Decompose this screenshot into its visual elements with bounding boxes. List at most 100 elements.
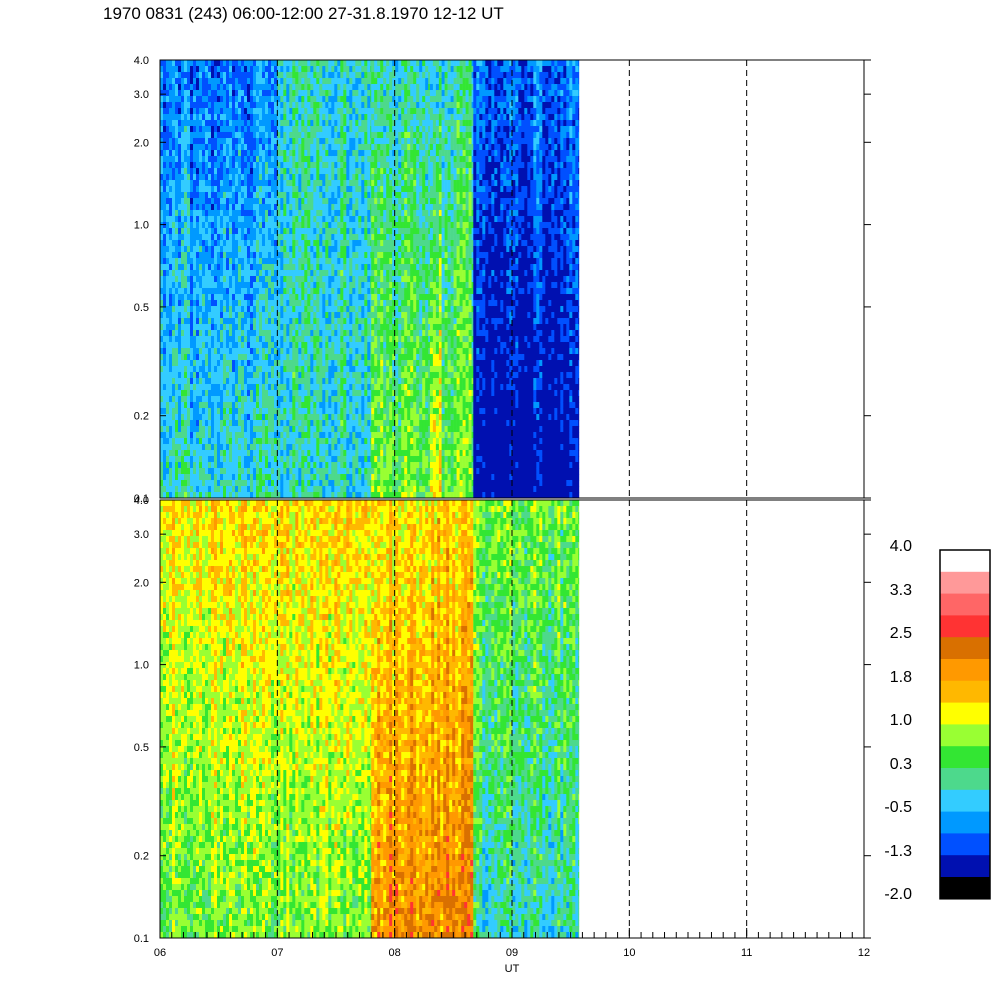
heatmap-cell xyxy=(247,336,250,342)
heatmap-cell xyxy=(286,180,289,186)
heatmap-cell xyxy=(190,378,193,384)
heatmap-cell xyxy=(295,228,298,234)
heatmap-cell xyxy=(355,444,358,450)
heatmap-cell xyxy=(355,222,358,228)
heatmap-cell xyxy=(223,294,226,300)
heatmap-cell xyxy=(289,210,292,216)
heatmap-cell xyxy=(244,102,247,108)
heatmap-cell xyxy=(247,168,250,174)
heatmap-cell xyxy=(178,324,181,330)
heatmap-cell xyxy=(325,66,328,72)
heatmap-cell xyxy=(304,108,307,114)
heatmap-cell xyxy=(229,396,232,402)
heatmap-cell xyxy=(256,492,259,498)
heatmap-cell xyxy=(250,60,253,66)
heatmap-cell xyxy=(298,150,301,156)
heatmap-cell xyxy=(235,396,238,402)
heatmap-cell xyxy=(334,96,337,102)
heatmap-cell xyxy=(250,114,253,120)
heatmap-cell xyxy=(169,360,172,366)
heatmap-cell xyxy=(235,126,238,132)
heatmap-cell xyxy=(295,474,298,480)
heatmap-cell xyxy=(226,360,229,366)
heatmap-cell xyxy=(193,288,196,294)
heatmap-cell xyxy=(295,234,298,240)
heatmap-cell xyxy=(352,126,355,132)
heatmap-cell xyxy=(223,252,226,258)
heatmap-cell xyxy=(307,342,310,348)
heatmap-cell xyxy=(319,360,322,366)
heatmap-cell xyxy=(172,414,175,420)
heatmap-cell xyxy=(175,372,178,378)
heatmap-cell xyxy=(226,210,229,216)
heatmap-cell xyxy=(217,90,220,96)
heatmap-cell xyxy=(208,288,211,294)
heatmap-cell xyxy=(316,84,319,90)
heatmap-cell xyxy=(244,168,247,174)
heatmap-cell xyxy=(178,192,181,198)
heatmap-cell xyxy=(274,72,277,78)
heatmap-cell xyxy=(181,108,184,114)
heatmap-cell xyxy=(298,342,301,348)
heatmap-cell xyxy=(361,156,364,162)
heatmap-cell xyxy=(310,306,313,312)
heatmap-cell xyxy=(193,366,196,372)
heatmap-cell xyxy=(340,396,343,402)
heatmap-cell xyxy=(313,492,316,498)
heatmap-cell xyxy=(301,126,304,132)
heatmap-cell xyxy=(322,360,325,366)
heatmap-cell xyxy=(178,468,181,474)
heatmap-cell xyxy=(190,432,193,438)
heatmap-cell xyxy=(331,240,334,246)
heatmap-cell xyxy=(310,180,313,186)
heatmap-cell xyxy=(214,168,217,174)
heatmap-cell xyxy=(223,354,226,360)
heatmap-cell xyxy=(229,96,232,102)
heatmap-cell xyxy=(226,216,229,222)
heatmap-cell xyxy=(262,90,265,96)
heatmap-cell xyxy=(211,210,214,216)
heatmap-cell xyxy=(304,348,307,354)
heatmap-cell xyxy=(169,198,172,204)
heatmap-cell xyxy=(283,456,286,462)
heatmap-cell xyxy=(313,432,316,438)
heatmap-cell xyxy=(175,234,178,240)
heatmap-cell xyxy=(340,294,343,300)
heatmap-cell xyxy=(358,462,361,468)
heatmap-cell xyxy=(286,444,289,450)
heatmap-cell xyxy=(292,150,295,156)
heatmap-cell xyxy=(322,228,325,234)
heatmap-cell xyxy=(268,480,271,486)
heatmap-cell xyxy=(265,426,268,432)
heatmap-cell xyxy=(292,372,295,378)
heatmap-cell xyxy=(268,390,271,396)
heatmap-cell xyxy=(343,450,346,456)
heatmap-cell xyxy=(286,78,289,84)
heatmap-cell xyxy=(169,318,172,324)
heatmap-cell xyxy=(193,426,196,432)
heatmap-cell xyxy=(304,330,307,336)
heatmap-cell xyxy=(169,312,172,318)
heatmap-cell xyxy=(316,252,319,258)
heatmap-cell xyxy=(184,492,187,498)
heatmap-cell xyxy=(253,90,256,96)
heatmap-cell xyxy=(319,228,322,234)
heatmap-cell xyxy=(163,156,166,162)
heatmap-cell xyxy=(331,114,334,120)
heatmap-cell xyxy=(181,276,184,282)
heatmap-cell xyxy=(193,324,196,330)
heatmap-cell xyxy=(319,252,322,258)
heatmap-cell xyxy=(346,342,349,348)
heatmap-cell xyxy=(289,246,292,252)
heatmap-cell xyxy=(172,120,175,126)
heatmap-cell xyxy=(250,192,253,198)
heatmap-cell xyxy=(304,228,307,234)
heatmap-cell xyxy=(262,66,265,72)
heatmap-cell xyxy=(241,204,244,210)
heatmap-cell xyxy=(274,372,277,378)
heatmap-cell xyxy=(241,312,244,318)
heatmap-cell xyxy=(256,192,259,198)
heatmap-cell xyxy=(169,96,172,102)
heatmap-cell xyxy=(250,258,253,264)
heatmap-cell xyxy=(334,162,337,168)
